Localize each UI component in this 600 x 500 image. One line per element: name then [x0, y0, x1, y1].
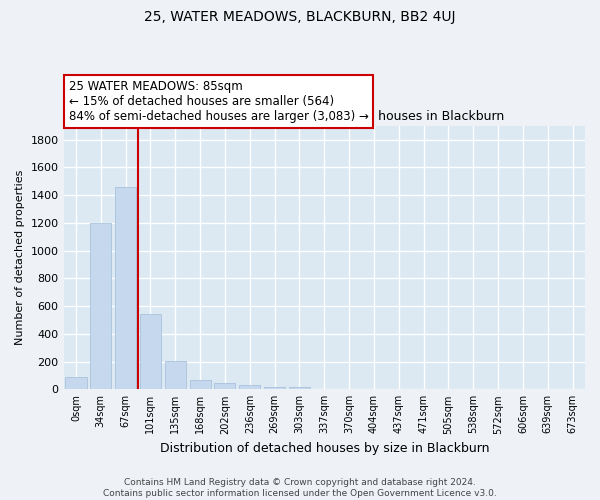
Bar	[264, 386, 285, 390]
Bar	[90, 223, 112, 390]
Text: 25 WATER MEADOWS: 85sqm
← 15% of detached houses are smaller (564)
84% of semi-d: 25 WATER MEADOWS: 85sqm ← 15% of detache…	[69, 80, 368, 123]
X-axis label: Distribution of detached houses by size in Blackburn: Distribution of detached houses by size …	[160, 442, 489, 455]
Bar	[190, 380, 211, 390]
Bar	[165, 361, 186, 390]
Title: Size of property relative to detached houses in Blackburn: Size of property relative to detached ho…	[144, 110, 505, 124]
Bar	[289, 387, 310, 390]
Text: 25, WATER MEADOWS, BLACKBURN, BB2 4UJ: 25, WATER MEADOWS, BLACKBURN, BB2 4UJ	[144, 10, 456, 24]
Bar	[140, 314, 161, 390]
Bar	[115, 187, 136, 390]
Bar	[65, 377, 86, 390]
Bar	[239, 385, 260, 390]
Bar	[214, 383, 235, 390]
Text: Contains HM Land Registry data © Crown copyright and database right 2024.
Contai: Contains HM Land Registry data © Crown c…	[103, 478, 497, 498]
Y-axis label: Number of detached properties: Number of detached properties	[15, 170, 25, 346]
